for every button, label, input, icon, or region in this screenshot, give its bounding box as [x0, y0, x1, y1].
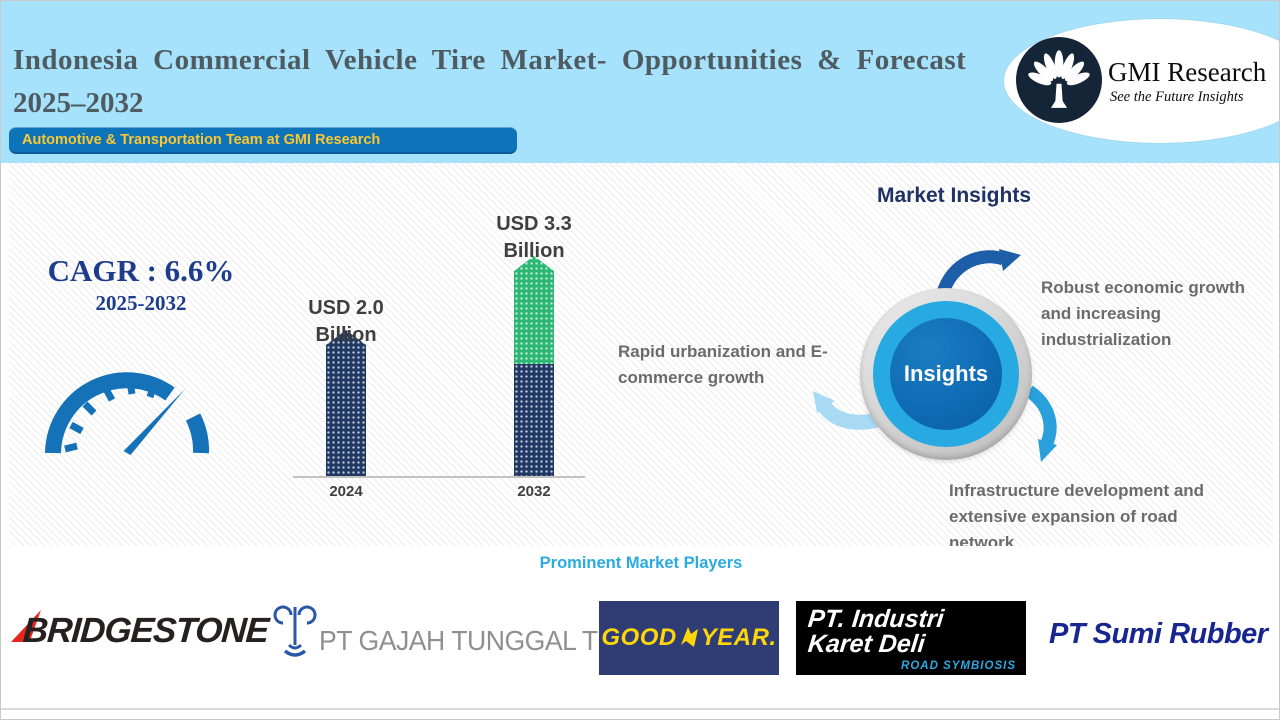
insights-hub-label: Insights: [903, 361, 989, 386]
goodyear-wordmark-year: YEAR.: [700, 624, 777, 651]
cagr-value: CAGR : 6.6%: [47, 253, 235, 288]
gmi-logo: GMI Research See the Future Insights: [1004, 19, 1279, 143]
players-heading: Prominent Market Players: [539, 554, 743, 572]
team-banner-label: Automotive & Transportation Team at GMI …: [22, 132, 381, 148]
logo-karet-deli: PT. Industri Karet Deli ROAD SYMBIOSIS: [796, 601, 1026, 675]
karet-deli-line1: PT. Industri: [806, 605, 946, 633]
gajah-tunggal-wordmark: PT GAJAH TUNGGAL Tbk: [319, 625, 625, 656]
arrow-bottom-right-icon: [1025, 385, 1057, 446]
players-section: Prominent Market Players BRIDGESTONE PT …: [1, 546, 1279, 709]
karet-deli-tagline: ROAD SYMBIOSIS: [901, 660, 1016, 672]
logo-goodyear: GOOD YEAR.: [599, 601, 779, 675]
insights-hub-ring: Insights: [873, 301, 1019, 447]
palm-fan-icon: [1028, 50, 1090, 108]
x-tick-2032: 2032: [517, 483, 551, 500]
bar-value-label-2032: USD 3.3 Billion: [474, 211, 594, 265]
page-title: Indonesia Commercial Vehicle Tire Market…: [13, 39, 1003, 125]
bar-2032-base-segment: [514, 364, 554, 476]
title-line-1: Indonesia Commercial Vehicle Tire Market…: [13, 44, 967, 76]
team-banner: Automotive & Transportation Team at GMI …: [9, 127, 517, 154]
bottom-divider: [1, 708, 1279, 710]
brand-tagline: See the Future Insights: [1110, 89, 1244, 105]
brand-name: GMI Research: [1108, 57, 1267, 87]
header: Indonesia Commercial Vehicle Tire Market…: [1, 1, 1279, 163]
bar-2032-growth-segment: [514, 256, 554, 365]
insight-right-top: Robust economic growth and increasing in…: [1041, 278, 1245, 349]
speedometer-icon: [45, 372, 210, 455]
goodyear-wingfoot-icon: [680, 627, 698, 647]
bar-value-2032-line2: Billion: [503, 240, 565, 262]
cagr-block: CAGR : 6.6% 2025-2032: [41, 253, 241, 316]
bar-2024: [326, 330, 366, 476]
logo-pt-sumi-rubber: PT Sumi Rubber: [1049, 618, 1268, 650]
karet-deli-line2: Karet Deli: [806, 630, 927, 658]
bar-value-2024-line2: Billion: [315, 324, 377, 346]
bar-value-2032-line1: USD 3.3: [496, 213, 572, 235]
insights-hub: Insights: [860, 288, 1032, 460]
bridgestone-wordmark: BRIDGESTONE: [21, 611, 270, 650]
insight-left: Rapid urbanization and E-commerce growth: [618, 342, 828, 387]
insight-bottom-right: Infrastructure development and extensive…: [949, 481, 1205, 552]
gajah-tunggal-monogram-icon: [273, 605, 317, 657]
cagr-period: 2025-2032: [95, 291, 187, 315]
main-panel: CAGR : 6.6% 2025-2032: [9, 163, 1273, 552]
logo-gajah-tunggal: PT GAJAH TUNGGAL Tbk: [273, 601, 641, 659]
x-tick-2024: 2024: [329, 483, 363, 500]
insights-hub-center: Insights: [890, 318, 1002, 430]
bar-value-label-2024: USD 2.0 Billion: [286, 295, 406, 349]
goodyear-wordmark-good: GOOD: [601, 624, 677, 651]
gmi-logo-mark: [1016, 37, 1102, 123]
title-line-2: 2025–2032: [13, 87, 144, 119]
market-insights-heading: Market Insights: [876, 184, 1032, 207]
bar-value-2024-line1: USD 2.0: [308, 297, 384, 319]
x-axis: [293, 476, 585, 478]
